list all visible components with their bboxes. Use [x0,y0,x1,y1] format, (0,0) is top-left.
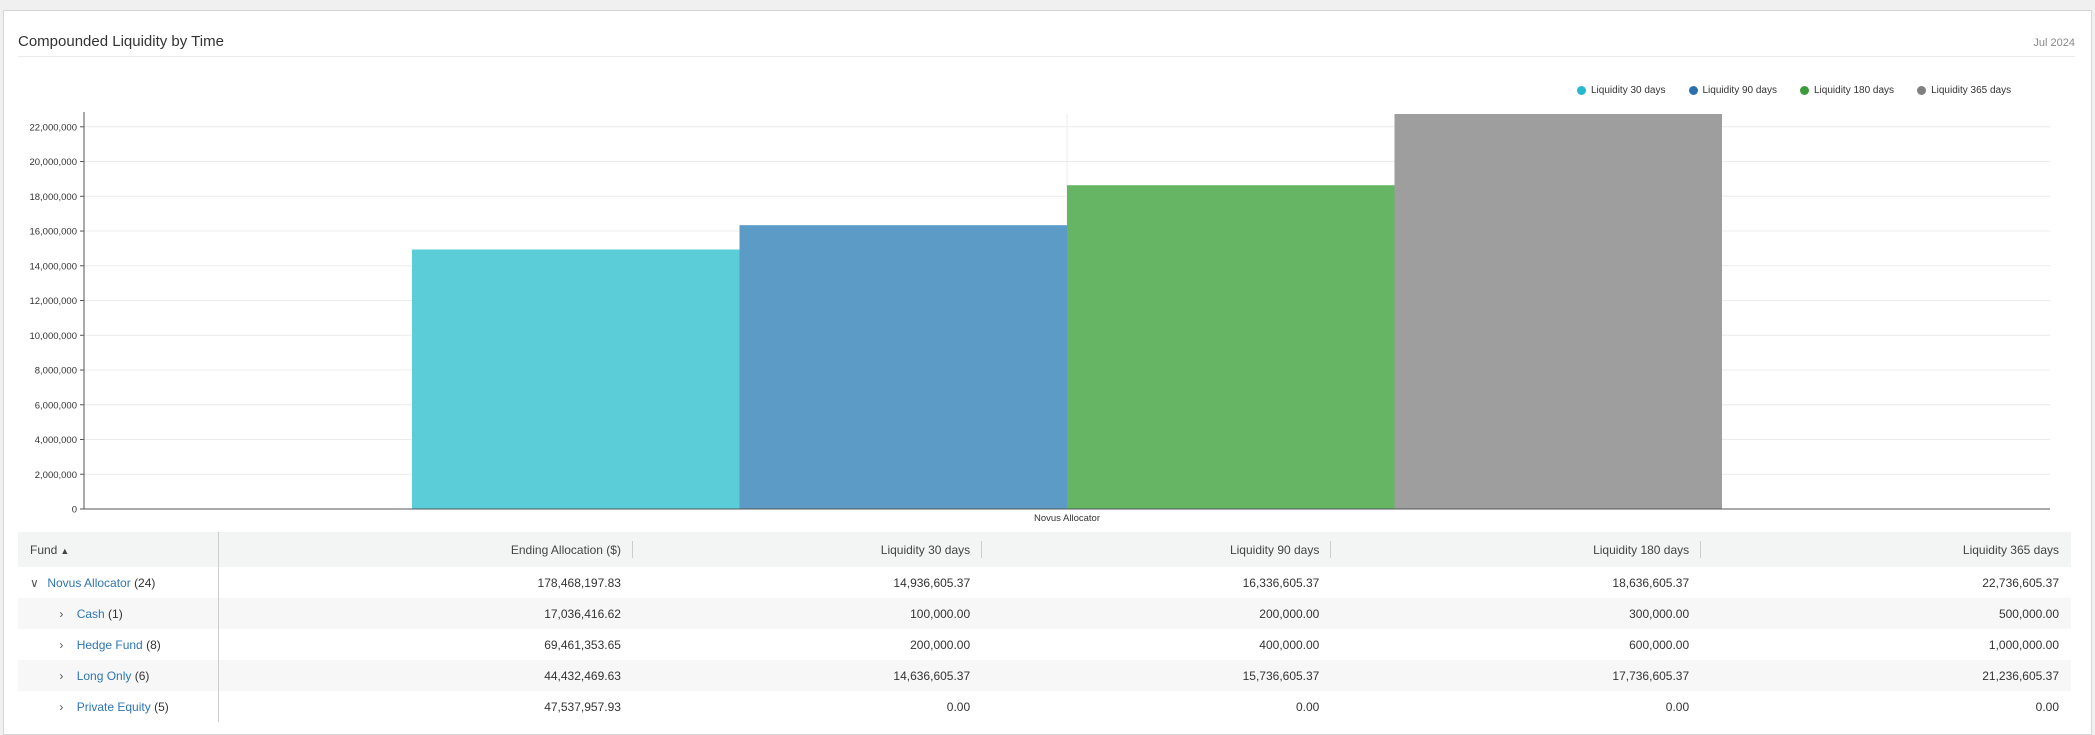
ending-allocation-cell: 178,468,197.83 [537,575,621,590]
y-tick-label: 0 [72,505,77,516]
liquidity-30-cell: 200,000.00 [910,637,971,652]
liquidity-90-cell: 400,000.00 [1259,637,1320,652]
ending-allocation-cell: 47,537,957.93 [544,699,621,714]
liquidity-180-cell: 600,000.00 [1629,637,1690,652]
y-tick-label: 18,000,000 [29,192,77,203]
liquidity-30-cell: 0.00 [946,699,971,714]
fund-count: (24) [134,575,156,590]
bar-liquidity-90-days [739,225,1067,509]
panel-date: Jul 2024 [2033,37,2075,49]
bar-liquidity-180-days [1067,185,1395,509]
y-tick-label: 20,000,000 [29,157,77,168]
liquidity-180-cell: 17,736,605.37 [1331,660,1702,691]
chart-legend: Liquidity 30 days Liquidity 90 days Liqu… [1577,85,2011,96]
liquidity-180-cell: 300,000.00 [1331,598,1702,629]
liquidity-180-cell: 18,636,605.37 [1612,575,1690,590]
liquidity-365-cell: 21,236,605.37 [1701,660,2071,691]
legend-dot-180d [1800,86,1809,95]
legend-label-365d: Liquidity 365 days [1931,85,2012,96]
ending-allocation-cell: 69,461,353.65 [544,637,621,652]
ending-allocation-cell: 17,036,416.62 [218,598,633,629]
fund-link[interactable]: Long Only [76,668,132,683]
y-tick-label: 14,000,000 [29,261,77,272]
expand-chevron-icon[interactable]: › [59,668,64,683]
legend-item-30d[interactable]: Liquidity 30 days [1577,85,1666,96]
table-row: › Cash (1) 17,036,416.62 100,000.00 200,… [18,598,2071,629]
table-header-row: Fund ▲ Ending Allocation ($) Liquidity 30… [18,532,2071,567]
y-tick-label: 16,000,000 [29,227,77,238]
liquidity-90-cell: 16,336,605.37 [1242,575,1320,590]
liquidity-30-cell: 14,636,605.37 [632,660,983,691]
liquidity-30-cell: 14,936,605.37 [893,575,971,590]
legend-dot-90d [1688,86,1698,95]
column-header-liquidity-180[interactable]: Liquidity 180 days [1331,532,1702,567]
y-tick-label: 4,000,000 [35,435,77,446]
legend-label-180d: Liquidity 180 days [1814,85,1895,96]
liquidity-365-cell: 0.00 [2035,699,2059,714]
legend-item-365d[interactable]: Liquidity 365 days [1917,85,2011,96]
y-tick-label: 12,000,000 [29,296,77,307]
legend-item-90d[interactable]: Liquidity 90 days [1688,85,1778,96]
legend-dot-30d [1577,86,1586,95]
ending-allocation-cell: 44,432,469.63 [218,660,633,691]
legend-label-90d: Liquidity 90 days [1702,85,1778,96]
bar-liquidity-30-days [412,249,740,509]
fund-cell: › Private Equity (5) [18,691,219,722]
fund-cell: ∨ Novus Allocator (24) [18,567,219,598]
expand-chevron-icon[interactable]: › [59,606,64,621]
liquidity-table: Fund ▲ Ending Allocation ($) Liquidity 30… [18,532,2071,722]
liquidity-90-cell: 0.00 [1296,699,1320,714]
column-header-liquidity-30[interactable]: Liquidity 30 days [632,532,983,567]
x-category-label: Novus Allocator [1034,513,1100,524]
liquidity-180-cell: 0.00 [1665,699,1690,714]
fund-count: (8) [146,637,161,652]
liquidity-90-cell: 200,000.00 [982,598,1332,629]
column-header-liquidity-90[interactable]: Liquidity 90 days [982,532,1332,567]
column-header-liquidity-365[interactable]: Liquidity 365 days [1701,532,2071,567]
expand-chevron-icon[interactable]: › [59,637,64,652]
fund-count: (5) [154,699,169,714]
legend-item-180d[interactable]: Liquidity 180 days [1800,85,1894,96]
column-header-ending-allocation[interactable]: Ending Allocation ($) [218,532,633,567]
bar-liquidity-365-days [1394,114,1722,509]
fund-link[interactable]: Private Equity [76,699,151,714]
fund-cell: › Hedge Fund (8) [18,629,219,660]
y-tick-label: 22,000,000 [29,122,77,133]
table-row: ∨ Novus Allocator (24) 178,468,197.83 14… [18,567,2071,598]
liquidity-90-cell: 15,736,605.37 [982,660,1332,691]
y-tick-label: 8,000,000 [35,366,77,377]
liquidity-365-cell: 500,000.00 [1701,598,2071,629]
liquidity-365-cell: 1,000,000.00 [1988,637,2059,652]
liquidity-365-cell: 22,736,605.37 [1982,575,2059,590]
fund-count: (6) [134,668,150,683]
expand-chevron-icon[interactable]: › [59,699,64,714]
column-header-fund[interactable]: Fund ▲ [18,532,219,567]
table-row: › Hedge Fund (8) 69,461,353.65 200,000.0… [18,629,2071,660]
fund-cell: › Long Only (6) [18,660,219,691]
title-divider [18,56,2075,57]
fund-link[interactable]: Hedge Fund [76,637,143,652]
collapse-chevron-icon[interactable]: ∨ [30,575,39,590]
liquidity-chart: 0 2,000,000 4,000,000 6,000,000 8,000,000 10,… [29,112,2050,524]
y-tick-label: 2,000,000 [35,470,77,481]
legend-label-30d: Liquidity 30 days [1591,85,1666,96]
table-row: › Private Equity (5) 47,537,957.93 0.00 … [18,691,2071,722]
y-tick-label: 6,000,000 [35,400,77,411]
fund-link[interactable]: Cash [76,606,105,621]
table-row: › Long Only (6) 44,432,469.63 14,636,605… [18,660,2071,691]
y-tick-label: 10,000,000 [29,331,77,342]
panel-title: Compounded Liquidity by Time [18,33,224,50]
fund-count: (1) [108,606,123,621]
liquidity-30-cell: 100,000.00 [632,598,983,629]
fund-link[interactable]: Novus Allocator [47,575,131,590]
sort-ascending-icon: ▲ [60,545,70,556]
legend-dot-365d [1917,86,1927,95]
fund-cell: › Cash (1) [18,598,219,629]
